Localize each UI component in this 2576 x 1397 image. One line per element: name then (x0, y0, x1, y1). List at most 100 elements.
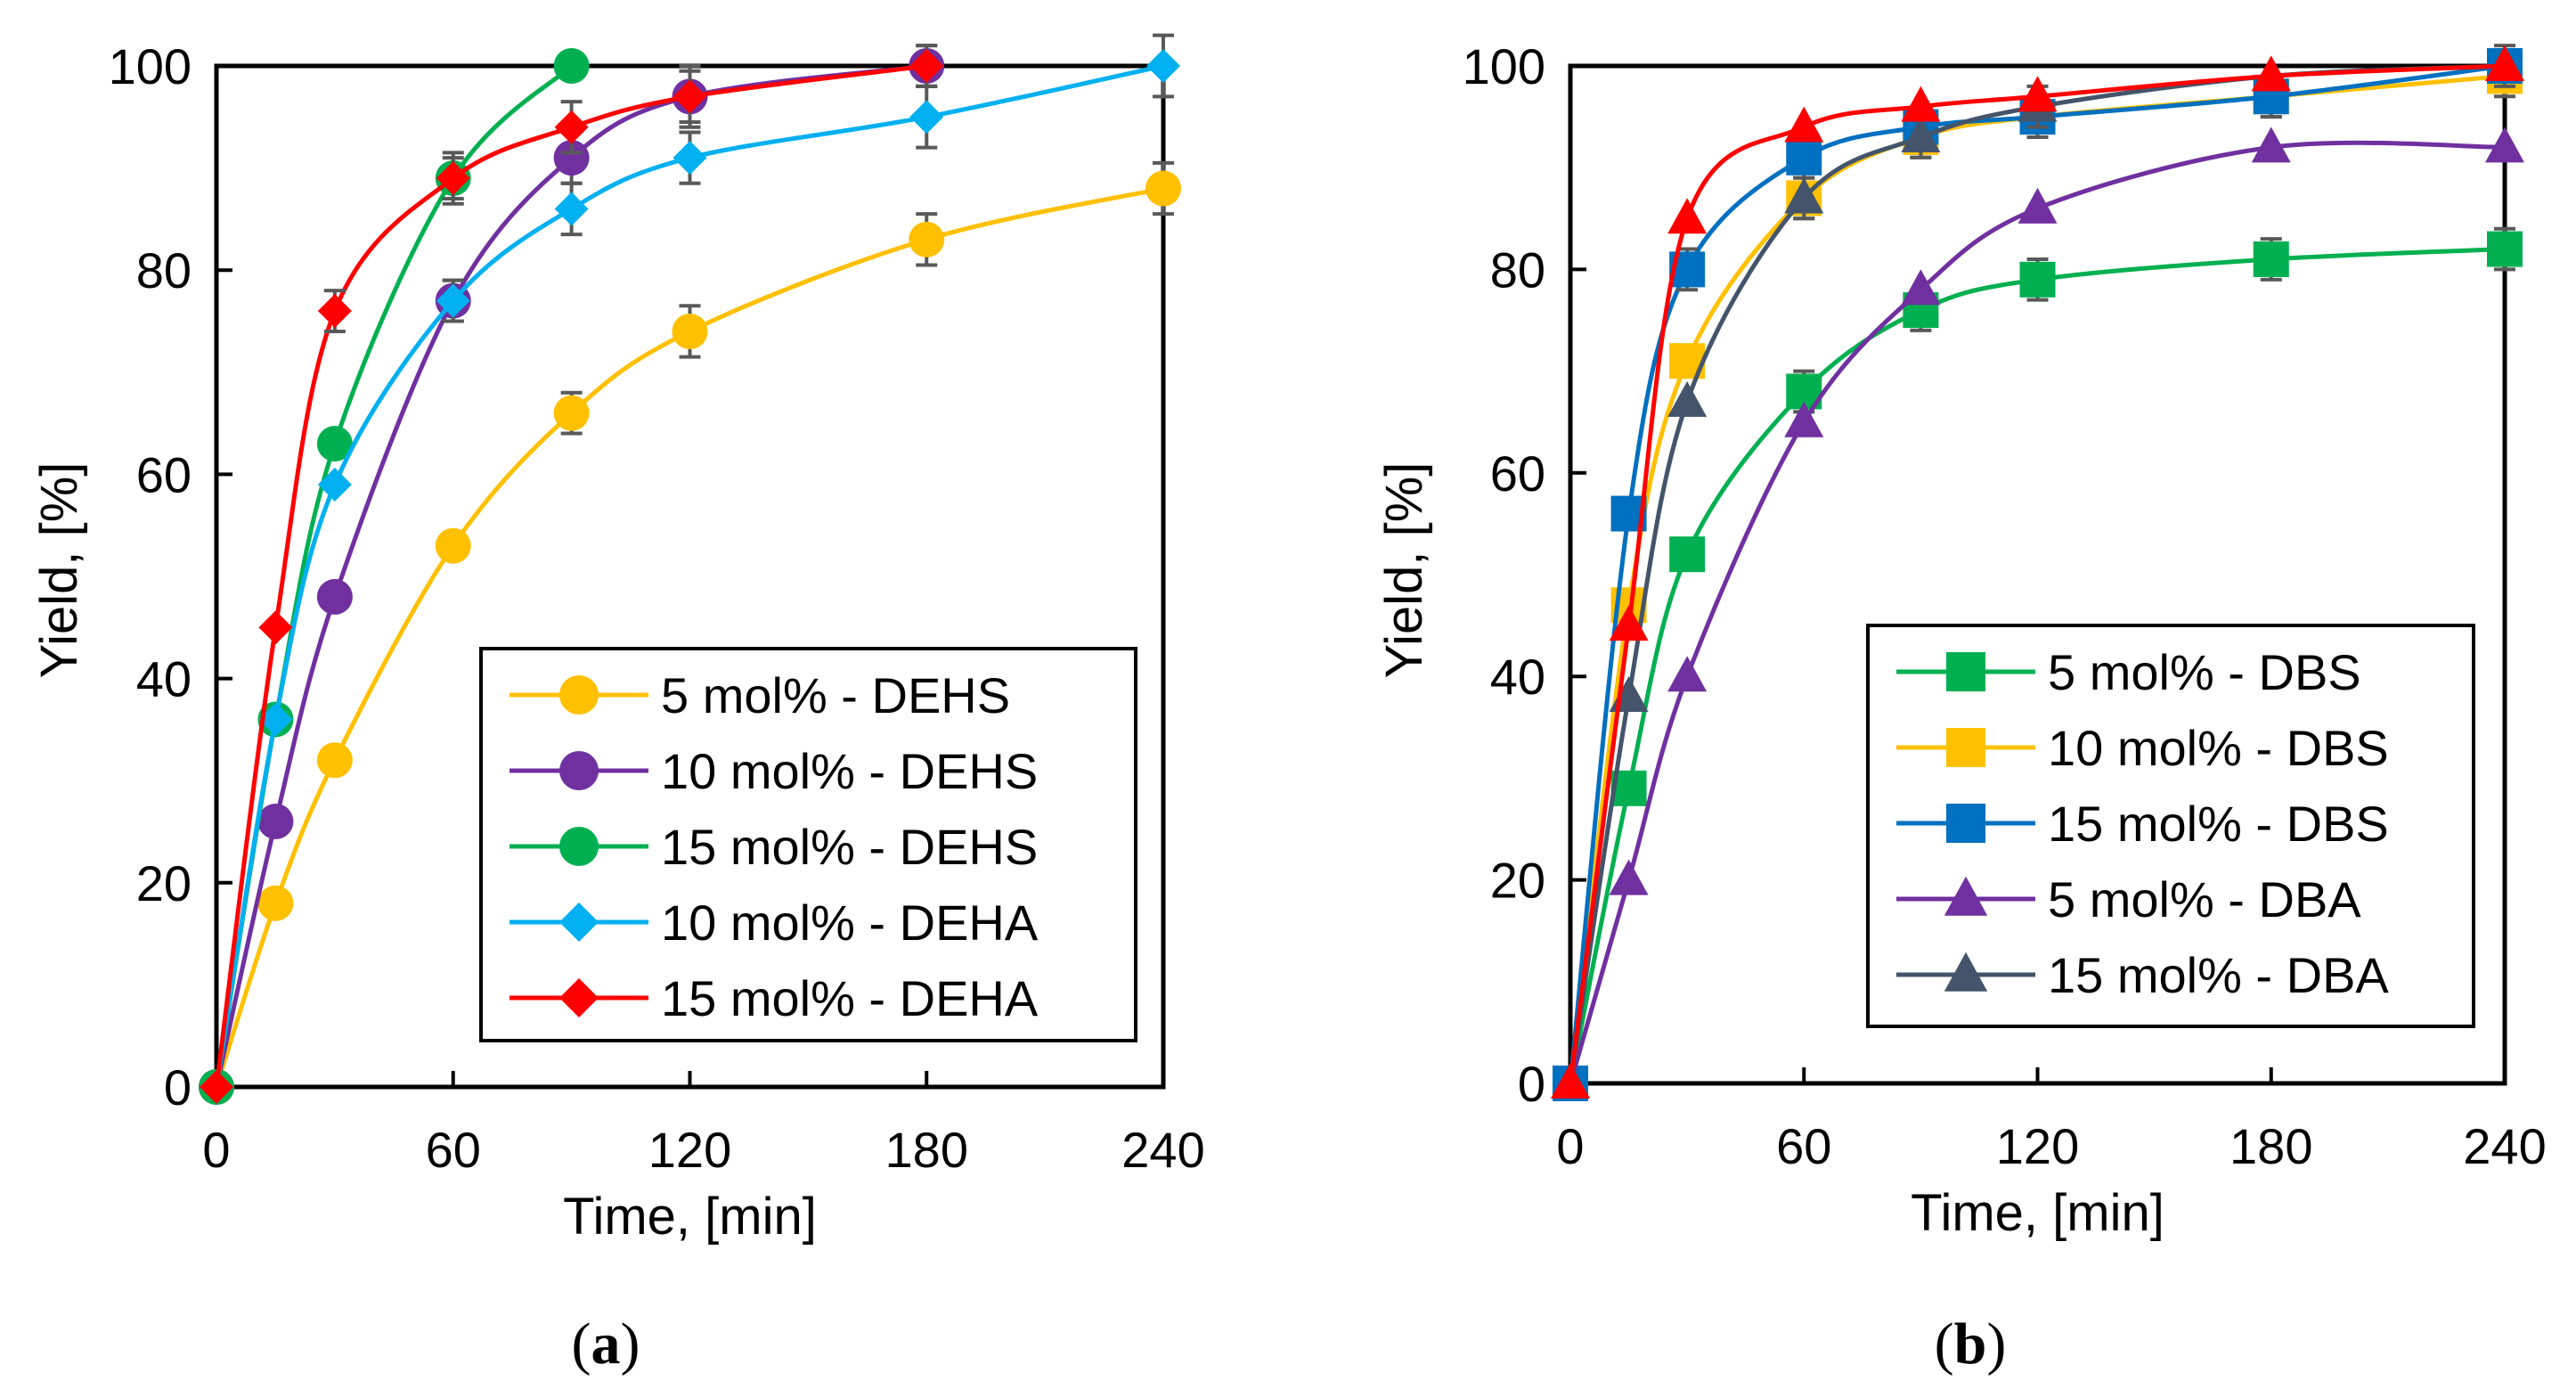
data-point (2251, 55, 2291, 92)
y-tick-label: 100 (109, 38, 192, 94)
data-point (1667, 656, 1708, 692)
data-point (553, 395, 590, 431)
x-tick-label: 120 (1996, 1118, 2079, 1174)
data-point (2251, 127, 2291, 163)
legend-marker (1944, 952, 1988, 992)
x-tick-label: 0 (202, 1122, 230, 1178)
data-point (1784, 177, 1824, 214)
y-tick-label: 100 (1463, 38, 1545, 94)
data-point (909, 49, 944, 83)
data-point (1784, 401, 1824, 437)
y-tick-label: 0 (164, 1059, 192, 1115)
x-tick-label: 120 (648, 1122, 731, 1178)
y-tick-label: 0 (1518, 1056, 1545, 1112)
data-point (1669, 536, 1706, 573)
data-point (316, 426, 353, 462)
legend-label: 10 mol% - DEHS (661, 743, 1038, 799)
y-tick-label: 20 (1490, 853, 1545, 909)
data-point (257, 885, 294, 921)
x-tick-label: 240 (1121, 1122, 1204, 1178)
data-point (2018, 76, 2058, 112)
caption-letter: b (1954, 1311, 1987, 1377)
x-tick-label: 60 (426, 1122, 481, 1178)
data-point (554, 110, 589, 144)
data-point (672, 313, 708, 349)
data-point (1901, 269, 1941, 306)
data-point (553, 140, 590, 176)
data-point (1609, 859, 1649, 895)
data-point (257, 804, 294, 840)
data-point (317, 467, 352, 502)
data-point (435, 527, 471, 564)
data-point (1784, 106, 1824, 143)
data-point (258, 702, 293, 737)
legend-marker (559, 978, 599, 1017)
panel-a: 0 20 40 60 80 100 0 60 120 180 240 Time, [min] Yield… (30, 33, 1205, 1377)
x-axis-label: Time, [min] (1911, 1184, 2164, 1242)
data-point (673, 79, 707, 114)
x-tick-label: 60 (1776, 1118, 1831, 1174)
data-point (2485, 45, 2524, 81)
data-point (200, 1070, 233, 1104)
series-15-molpct-dba-red (1551, 45, 2524, 1099)
y-tick-label: 60 (1490, 445, 1545, 502)
data-point (909, 100, 944, 135)
data-point (2253, 241, 2289, 277)
y-axis-label: Yield, [%] (30, 462, 88, 679)
legend-label: 5 mol% - DEHS (661, 667, 1010, 723)
legend: 5 mol% - DEHS 10 mol% - DEHS 15 mol% - DEH… (479, 647, 1137, 1042)
data-point (2487, 231, 2523, 267)
x-tick-label: 180 (885, 1122, 968, 1178)
legend-marker (559, 903, 599, 942)
data-point (553, 48, 590, 84)
legend-marker (1944, 876, 1988, 916)
data-point (1667, 380, 1708, 417)
y-tick-label: 80 (1490, 241, 1545, 298)
caption-open: ( (572, 1311, 591, 1377)
legend-label: 15 mol% - DBS (2048, 796, 2389, 852)
panel-caption: (a) (572, 1311, 640, 1377)
y-tick-label: 20 (136, 855, 192, 911)
data-point (436, 283, 470, 318)
data-point (316, 578, 353, 615)
x-tick-label: 0 (1556, 1118, 1584, 1174)
data-point (258, 610, 293, 645)
y-tick-label: 40 (1490, 649, 1545, 705)
data-point (554, 192, 589, 226)
panel-b: 0 20 40 60 80 100 0 60 120 180 240 Time, [min] Yield… (1375, 38, 2547, 1377)
caption-close: ) (1986, 1311, 2006, 1377)
y-tick-label: 40 (136, 651, 192, 707)
legend-label: 15 mol% - DEHS (661, 819, 1038, 875)
legend-label: 5 mol% - DBA (2048, 871, 2361, 927)
x-tick-label: 180 (2230, 1118, 2312, 1174)
x-axis-label: Time, [min] (563, 1188, 817, 1246)
legend-marker (559, 675, 599, 715)
legend-label: 5 mol% - DBS (2048, 644, 2361, 700)
data-point (2485, 127, 2524, 163)
x-tick-label: 240 (2463, 1118, 2546, 1174)
data-point (1901, 86, 1941, 122)
legend-marker (1946, 652, 1985, 691)
caption-open: ( (1935, 1311, 1954, 1377)
y-axis-label: Yield, [%] (1375, 462, 1433, 679)
data-point (436, 161, 470, 196)
series-line (1568, 140, 2506, 1084)
caption-letter: a (591, 1311, 621, 1377)
caption-close: ) (621, 1311, 640, 1377)
legend-marker (1946, 728, 1985, 767)
legend-label: 10 mol% - DEHA (661, 895, 1039, 951)
data-point (317, 294, 352, 329)
data-point (1146, 49, 1180, 83)
y-tick-label: 80 (136, 242, 192, 298)
data-point (1609, 605, 1649, 641)
data-point (909, 221, 945, 257)
legend-label: 15 mol% - DEHA (661, 970, 1039, 1026)
legend-marker (559, 751, 599, 790)
legend-marker (559, 827, 599, 866)
data-point (673, 141, 707, 176)
y-tick-label: 60 (136, 446, 192, 502)
data-point (2018, 187, 2058, 224)
legend-marker (1946, 804, 1985, 843)
data-point (1786, 139, 1822, 176)
